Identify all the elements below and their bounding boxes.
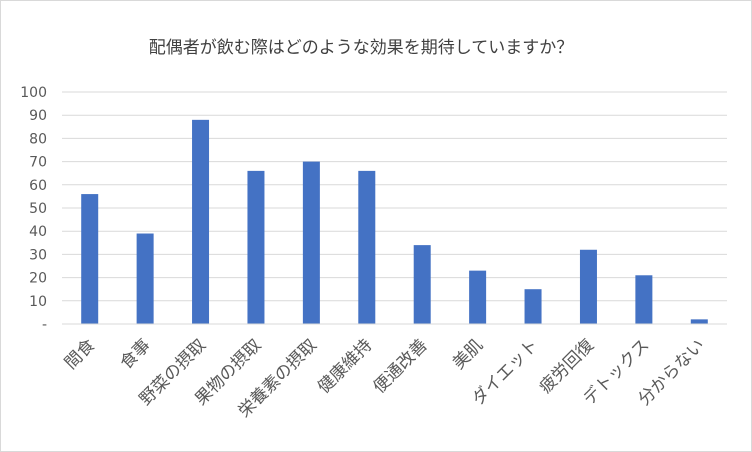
bar — [579, 249, 597, 324]
y-tick-label: 60 — [29, 178, 47, 194]
x-tick-label: 食事 — [116, 335, 154, 373]
bar — [81, 194, 99, 324]
x-tick-label: 健康維持 — [314, 335, 376, 397]
bar — [358, 170, 376, 324]
y-tick-label: 10 — [29, 294, 47, 310]
y-axis: - 10 20 30 40 50 60 70 80 90 100 — [20, 85, 47, 333]
y-tick-label: 50 — [29, 201, 47, 217]
y-tick-label: 100 — [20, 85, 47, 101]
bar — [413, 245, 431, 324]
y-tick-label: 30 — [29, 247, 47, 263]
x-tick-label: 便通改善 — [370, 335, 432, 397]
bar — [302, 161, 320, 324]
bar — [192, 119, 210, 324]
x-tick-label: 美肌 — [449, 335, 487, 373]
bar — [635, 275, 653, 324]
y-tick-label: 40 — [29, 224, 47, 240]
y-tick-label: 20 — [29, 271, 47, 287]
grid-lines — [62, 91, 727, 302]
chart-title: 配偶者が飲む際はどのような効果を期待していますか？ — [149, 38, 574, 58]
bar — [690, 319, 708, 324]
y-tick-label: 70 — [29, 155, 47, 171]
bars — [81, 119, 708, 324]
x-tick-label: 間食 — [61, 335, 99, 373]
y-tick-label: 80 — [29, 131, 47, 147]
bar — [136, 233, 154, 324]
bar — [247, 170, 265, 324]
bar — [524, 289, 542, 324]
y-tick-label: - — [42, 317, 47, 333]
bar — [469, 270, 487, 324]
y-tick-label: 90 — [29, 108, 47, 124]
